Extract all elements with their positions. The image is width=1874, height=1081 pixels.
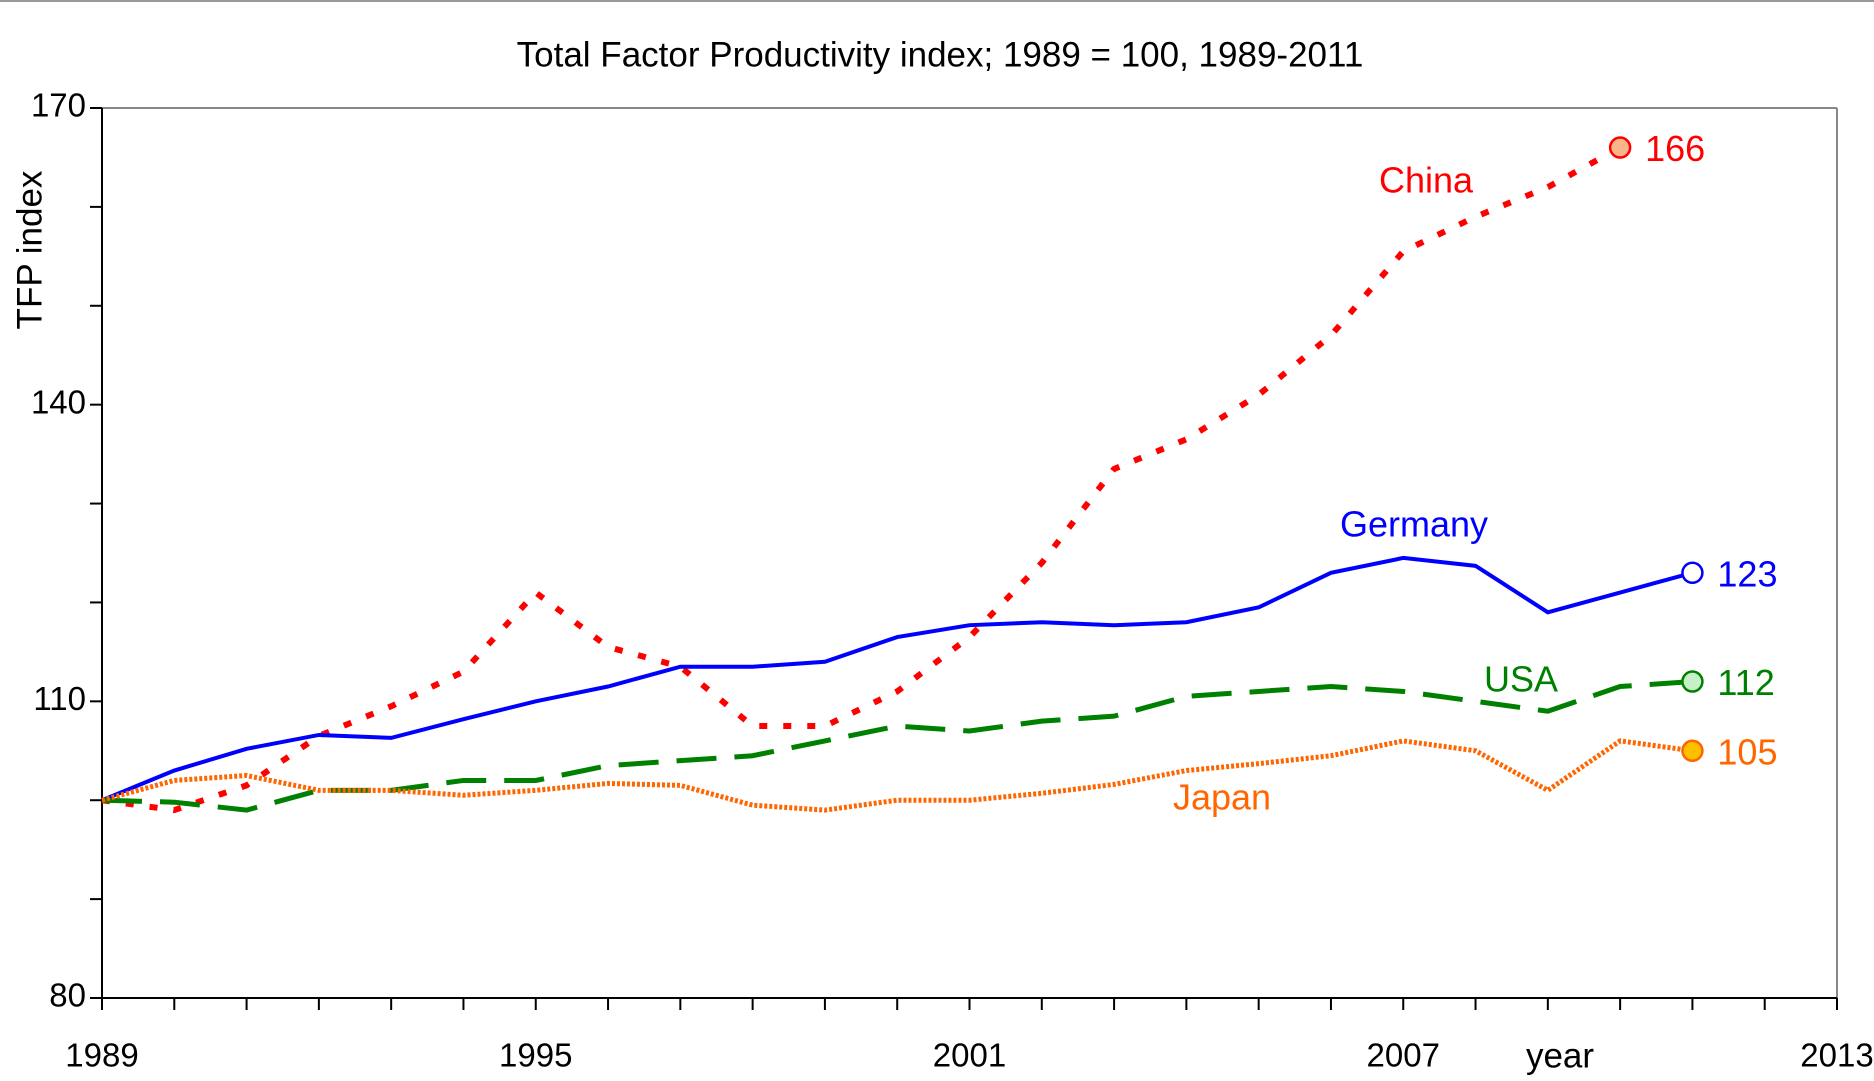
series-line [101,144,1622,814]
series-line [101,679,1693,813]
series-label: Germany [1340,504,1488,545]
x-tick-label: 1995 [499,1037,572,1074]
x-tick-label: 1989 [65,1037,138,1074]
y-tick-label: 140 [31,383,86,420]
end-marker [1681,561,1704,585]
y-tick-label: 170 [31,87,86,124]
end-marker [1681,739,1704,763]
value-label: 112 [1717,662,1774,703]
chart-title: Total Factor Productivity index; 1989 = … [517,35,1364,74]
x-tick-label: 2013 [1800,1037,1873,1074]
value-label: 166 [1645,128,1705,169]
y-tick-label: 110 [33,680,86,717]
end-marker [1608,136,1632,159]
series-line [101,555,1693,803]
x-tick-label: 2001 [933,1037,1006,1074]
series-label: China [1379,160,1474,201]
end-marker [1681,670,1704,693]
y-tick-label: 80 [49,977,86,1014]
y-axis-label: TFP index [10,170,49,329]
series-label: Japan [1173,777,1271,818]
x-axis-label: year [1526,1036,1594,1075]
x-tick-label: 2007 [1367,1037,1440,1074]
series-line [101,738,1693,813]
value-label: 123 [1717,553,1777,594]
series-label: USA [1484,659,1558,700]
value-label: 105 [1717,731,1777,772]
